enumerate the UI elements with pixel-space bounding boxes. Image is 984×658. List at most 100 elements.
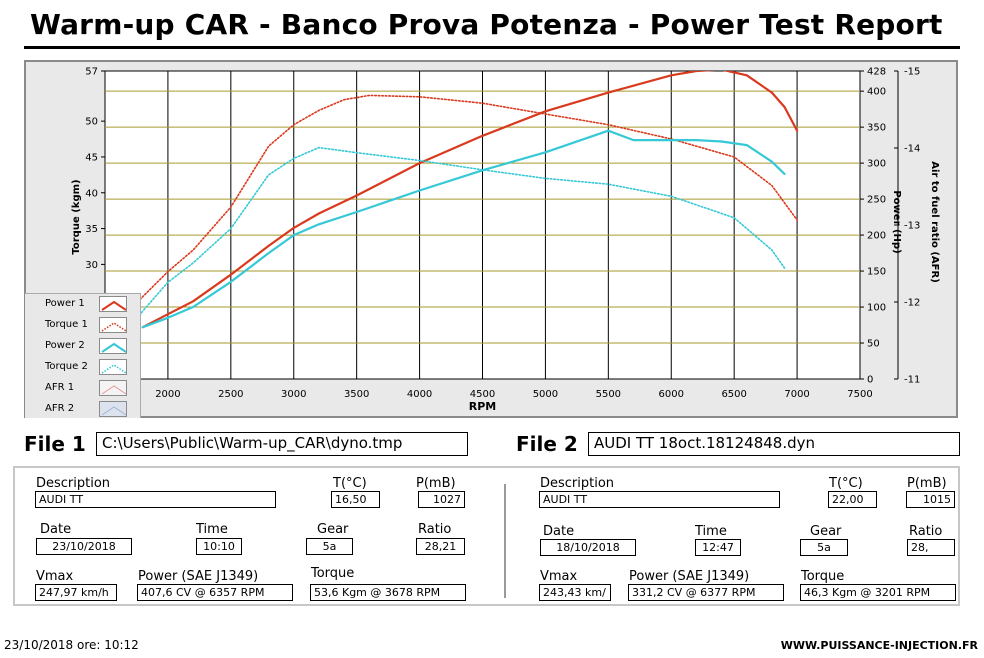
run2-torque-label: Torque (801, 569, 845, 584)
legend-label: AFR 2 (45, 403, 75, 414)
file2-path-field[interactable]: AUDI TT 18oct.18124848.dyn (588, 432, 960, 456)
run1-description-field[interactable]: AUDI TT (35, 491, 276, 508)
run1-torque-field[interactable]: 53,6 Kgm @ 3678 RPM (310, 584, 466, 601)
x-tick-label: 2500 (218, 389, 243, 400)
run2-date-field[interactable]: 18/10/2018 (540, 539, 636, 556)
torque-tick-label: 50 (85, 117, 98, 128)
x-tick-label: 6000 (659, 389, 684, 400)
dyno-chart: 2000 2500 3000 3500 4000 4500 5000 5500 6000 6500… (71, 67, 940, 414)
run1-date-field[interactable]: 23/10/2018 (36, 538, 132, 555)
panel-separator (504, 484, 506, 598)
torque-tick-label: 30 (85, 260, 98, 271)
legend-item-afr-1[interactable]: AFR 1 (25, 378, 140, 399)
run2-power-label: Power (SAE J1349) (629, 569, 750, 584)
x-tick-label: 4500 (470, 389, 495, 400)
run1-time-label: Time (196, 522, 228, 537)
page-title: Warm-up CAR - Banco Prova Potenza - Powe… (30, 8, 943, 41)
legend-swatch-afr-2 (99, 401, 127, 417)
file1-path-field[interactable]: C:\Users\Public\Warm-up_CAR\dyno.tmp (96, 432, 468, 456)
legend-item-afr-2[interactable]: AFR 2 (25, 399, 140, 420)
run2-time-field[interactable]: 12:47 (695, 539, 741, 556)
run1-ratio-field[interactable]: 28,21 (416, 538, 465, 555)
run2-temp-label: T(°C) (829, 476, 863, 491)
run1-temp-label: T(°C) (333, 476, 367, 491)
run2-pressure-field[interactable]: 1015 (906, 491, 955, 508)
x-axis-title: RPM (469, 400, 496, 413)
x-tick-label: 6500 (721, 389, 746, 400)
legend-swatch-torque-1 (99, 317, 127, 333)
power-tick-label: 50 (867, 339, 880, 350)
x-tick-label: 5500 (596, 389, 621, 400)
power-tick-label: 100 (867, 303, 886, 314)
legend-item-power-2[interactable]: Power 2 (25, 336, 140, 357)
torque-axis-title: Torque (kgm) (71, 179, 82, 254)
run1-pressure-label: P(mB) (416, 476, 456, 491)
legend-item-torque-2[interactable]: Torque 2 (25, 357, 140, 378)
torque-tick-label: 45 (85, 152, 98, 163)
legend-label: Power 1 (45, 298, 85, 309)
run1-date-label: Date (40, 522, 72, 537)
legend-swatch-power-2 (99, 338, 127, 354)
run1-power-field[interactable]: 407,6 CV @ 6357 RPM (137, 584, 293, 601)
run1-vmax-label: Vmax (36, 569, 74, 584)
afr-tick-label: -14 (904, 144, 920, 155)
run2-gear-field[interactable]: 5a (800, 539, 848, 556)
torque-tick-label: 57 (85, 67, 98, 78)
run1-pressure-field[interactable]: 1027 (418, 491, 465, 508)
run1-vmax-field[interactable]: 247,97 km/h (35, 584, 117, 601)
run2-ratio-label: Ratio (909, 524, 943, 539)
legend-item-power-1[interactable]: Power 1 (25, 294, 140, 315)
torque-tick-label: 35 (85, 224, 98, 235)
run2-date-label: Date (543, 524, 575, 539)
run-details-panel (13, 466, 960, 606)
x-tick-label: 5000 (533, 389, 558, 400)
legend-label: Torque 1 (45, 319, 88, 330)
run1-ratio-label: Ratio (418, 522, 452, 537)
x-tick-label: 3000 (281, 389, 306, 400)
run2-temp-field[interactable]: 22,00 (828, 491, 877, 508)
afr-tick-label: -13 (904, 221, 920, 232)
run1-power-label: Power (SAE J1349) (138, 569, 259, 584)
power-tick-label: 150 (867, 267, 886, 278)
power-tick-label: 400 (867, 87, 886, 98)
power-tick-label: 350 (867, 123, 886, 134)
legend-label: AFR 1 (45, 382, 75, 393)
x-tick-label: 2000 (155, 389, 180, 400)
run2-torque-field[interactable]: 46,3 Kgm @ 3201 RPM (800, 584, 956, 601)
x-tick-label: 3500 (344, 389, 369, 400)
afr-tick-label: -11 (904, 375, 920, 386)
run1-time-field[interactable]: 10:10 (196, 538, 242, 555)
title-divider (24, 46, 960, 49)
power-axis-title: Power (Hp) (891, 190, 902, 253)
run1-torque-label: Torque (311, 566, 355, 581)
power-tick-label: 200 (867, 231, 886, 242)
legend-label: Power 2 (45, 340, 85, 351)
power-tick-label: 0 (867, 375, 873, 386)
run2-vmax-label: Vmax (540, 569, 578, 584)
file1-label: File 1 (24, 432, 86, 456)
run2-description-label: Description (540, 476, 615, 491)
run2-vmax-field[interactable]: 243,43 km/ (539, 584, 611, 601)
footer-website: WWW.PUISSANCE-INJECTION.FR (780, 639, 978, 652)
torque-tick-label: 40 (85, 188, 98, 199)
run2-power-field[interactable]: 331,2 CV @ 6377 RPM (628, 584, 784, 601)
run2-ratio-field[interactable]: 28, (907, 539, 955, 556)
afr-tick-label: -15 (904, 67, 920, 78)
x-tick-label: 4000 (407, 389, 432, 400)
file2-label: File 2 (516, 432, 578, 456)
legend-swatch-afr-1 (99, 380, 127, 396)
run2-description-field[interactable]: AUDI TT (539, 491, 780, 508)
run1-gear-field[interactable]: 5a (306, 538, 353, 555)
legend-label: Torque 2 (45, 361, 88, 372)
power-tick-label: 428 (867, 67, 886, 78)
chart-legend[interactable]: Power 1 Torque 1 Power 2 Torque 2 AFR 1 … (25, 293, 141, 418)
footer-timestamp: 23/10/2018 ore: 10:12 (4, 638, 139, 652)
power-tick-label: 250 (867, 195, 886, 206)
run1-temp-field[interactable]: 16,50 (331, 491, 380, 508)
afr-tick-label: -12 (904, 298, 920, 309)
power-tick-label: 300 (867, 159, 886, 170)
legend-swatch-torque-2 (99, 359, 127, 375)
legend-item-torque-1[interactable]: Torque 1 (25, 315, 140, 336)
series-line-power-1 (141, 71, 799, 329)
run2-gear-label: Gear (810, 524, 842, 539)
